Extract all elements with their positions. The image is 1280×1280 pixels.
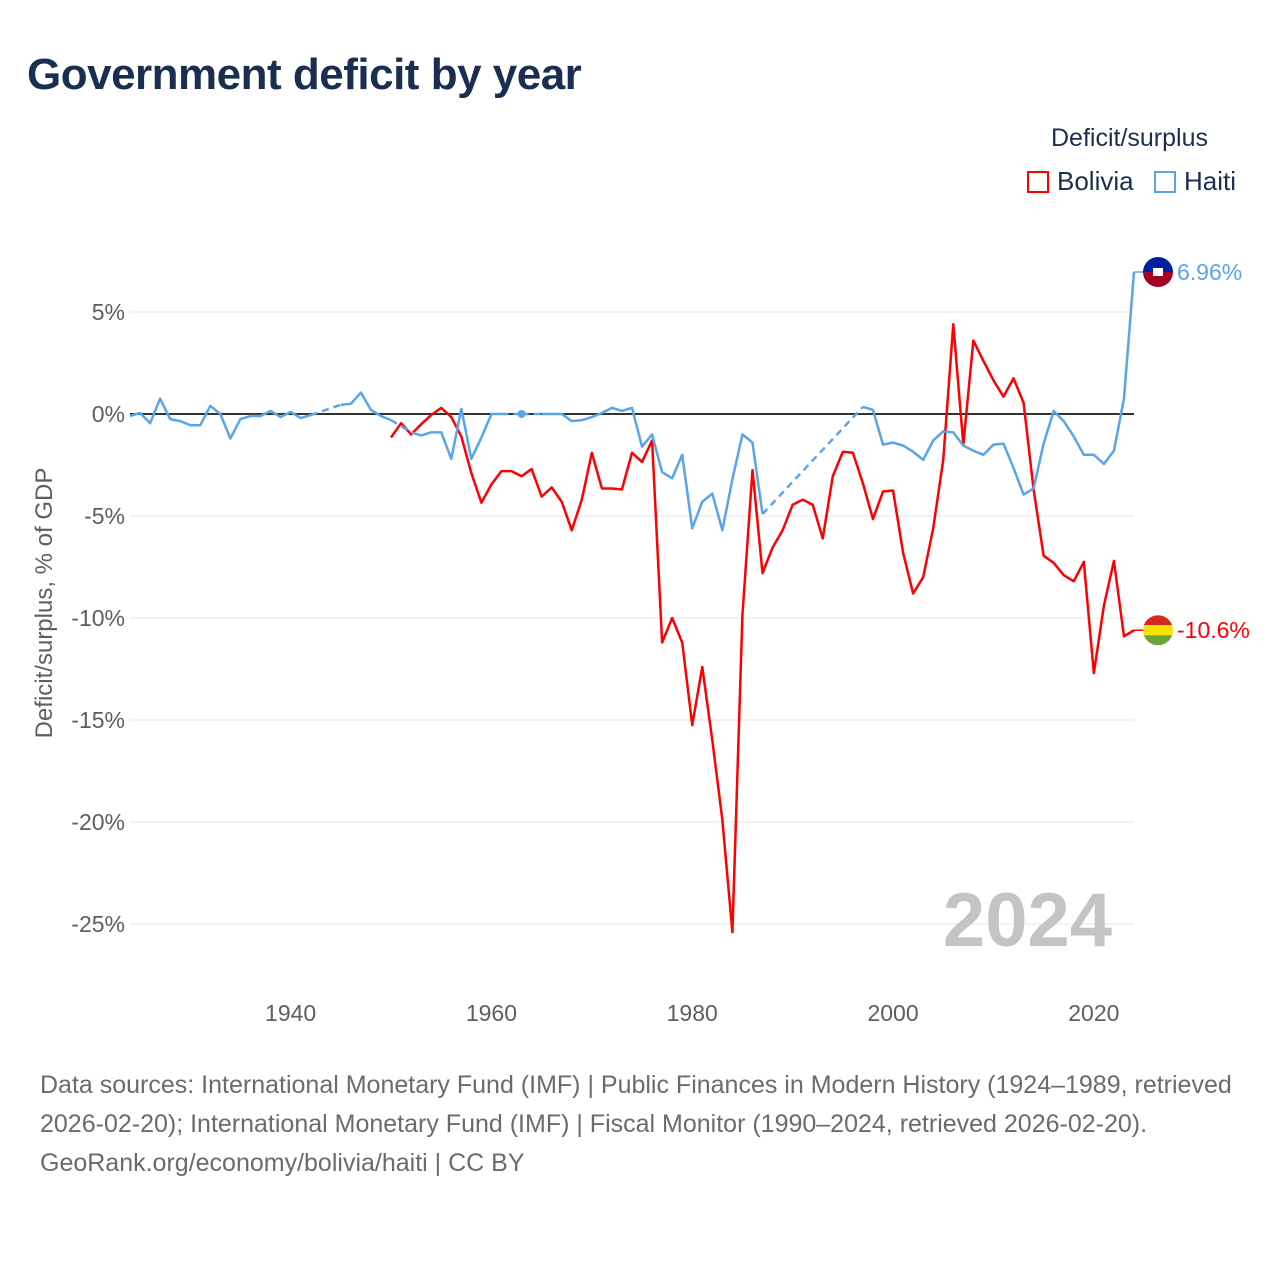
series-line-haiti (862, 271, 1136, 496)
legend-title: Deficit/surplus (1051, 124, 1208, 152)
y-tick-label: 0% (92, 401, 125, 427)
series-line-haiti (129, 397, 312, 440)
flag-haiti-icon (1143, 257, 1173, 288)
legend-item-haiti[interactable]: Haiti (1154, 166, 1236, 197)
series-line-haiti (541, 406, 764, 532)
gap-line-haiti (310, 403, 342, 417)
year-watermark: 2024 (943, 878, 1112, 963)
flag-stripe (1143, 615, 1173, 626)
footer: Data sources: International Monetary Fun… (40, 1066, 1240, 1183)
legend-swatch-haiti (1154, 170, 1176, 193)
end-label-haiti: 6.96% (1177, 259, 1242, 285)
x-tick-label: 2000 (867, 1000, 918, 1026)
y-tick-label: -20% (71, 809, 125, 835)
legend-label-bolivia: Bolivia (1057, 166, 1134, 196)
x-tick-label: 1940 (265, 1000, 316, 1026)
y-tick-label: -5% (84, 503, 125, 529)
data-sources: Data sources: International Monetary Fun… (40, 1071, 1232, 1138)
x-tick-label: 1960 (466, 1000, 517, 1026)
chart-title: Government deficit by year (27, 50, 582, 99)
series-line-haiti (340, 391, 392, 422)
gap-line-haiti (390, 419, 412, 434)
y-tick-label: -15% (71, 707, 125, 733)
flag-stripe (1143, 635, 1173, 646)
x-tick-label: 1980 (667, 1000, 718, 1026)
flag-stripe (1143, 272, 1173, 288)
flag-emblem (1153, 268, 1163, 277)
legend-label-haiti: Haiti (1184, 166, 1237, 196)
legend-swatch-bolivia (1027, 170, 1049, 193)
series-line-bolivia (390, 322, 1135, 934)
end-label-bolivia: -10.6% (1177, 617, 1250, 643)
flag-stripe (1143, 625, 1173, 636)
legend-item-bolivia[interactable]: Bolivia (1027, 166, 1134, 197)
line-chart: 5% 0% -5% -10% -15% -20% -25% 1940 1960 1980 2000 2… (31, 257, 1250, 1026)
series-line-haiti (410, 407, 502, 461)
x-tick-label: 2020 (1068, 1000, 1119, 1026)
gap-line-haiti (761, 406, 864, 515)
credit-link[interactable]: GeoRank.org/economy/bolivia/haiti | CC B… (40, 1149, 525, 1177)
y-tick-label: -10% (71, 605, 125, 631)
y-tick-label: -25% (71, 911, 125, 937)
flag-bolivia-icon (1143, 615, 1173, 646)
y-tick-label: 5% (92, 299, 125, 325)
y-axis-title: Deficit/surplus, % of GDP (31, 468, 58, 739)
flag-stripe (1143, 257, 1173, 273)
